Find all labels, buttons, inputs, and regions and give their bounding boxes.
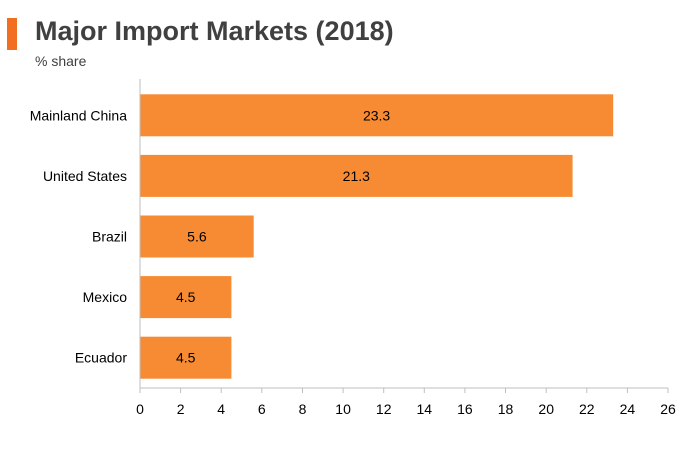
category-labels: Mainland China United States Brazil Mexico E… <box>30 107 128 365</box>
x-tick-label-10: 20 <box>538 401 554 417</box>
x-tick-label-1: 2 <box>177 401 185 417</box>
x-tick-label-4: 8 <box>299 401 307 417</box>
title-accent-bar <box>7 18 17 50</box>
x-tick-label-6: 12 <box>376 401 392 417</box>
bars-group: 23.3 21.3 5.6 4.5 4.5 <box>140 94 614 379</box>
x-tick-label-8: 16 <box>457 401 473 417</box>
data-label-2: 5.6 <box>187 229 207 245</box>
x-tick-label-13: 26 <box>660 401 676 417</box>
x-tick-label-7: 14 <box>417 401 433 417</box>
bar-0 <box>140 94 614 137</box>
x-tick-label-12: 24 <box>620 401 636 417</box>
x-tick-label-2: 4 <box>217 401 225 417</box>
x-tick-label-0: 0 <box>136 401 144 417</box>
bar-1 <box>140 154 573 197</box>
category-label-1: United States <box>43 168 127 184</box>
x-tick-label-5: 10 <box>335 401 351 417</box>
x-tick-label-3: 6 <box>258 401 266 417</box>
bar-3 <box>140 276 232 319</box>
data-label-1: 21.3 <box>343 168 370 184</box>
data-label-3: 4.5 <box>176 289 196 305</box>
x-tick-label-11: 22 <box>579 401 595 417</box>
data-label-0: 23.3 <box>363 107 390 123</box>
bar-2 <box>140 215 254 258</box>
x-axis: 0 2 4 6 8 10 12 14 16 18 20 22 24 26 <box>136 79 676 417</box>
category-label-3: Mexico <box>83 289 128 305</box>
chart-title: Major Import Markets (2018) <box>35 16 394 46</box>
x-tick-label-9: 18 <box>498 401 514 417</box>
chart-subtitle: % share <box>35 53 87 69</box>
data-label-4: 4.5 <box>176 350 196 366</box>
category-label-4: Ecuador <box>75 350 127 366</box>
bar-4 <box>140 336 232 379</box>
category-label-0: Mainland China <box>30 107 127 123</box>
category-label-2: Brazil <box>92 229 127 245</box>
